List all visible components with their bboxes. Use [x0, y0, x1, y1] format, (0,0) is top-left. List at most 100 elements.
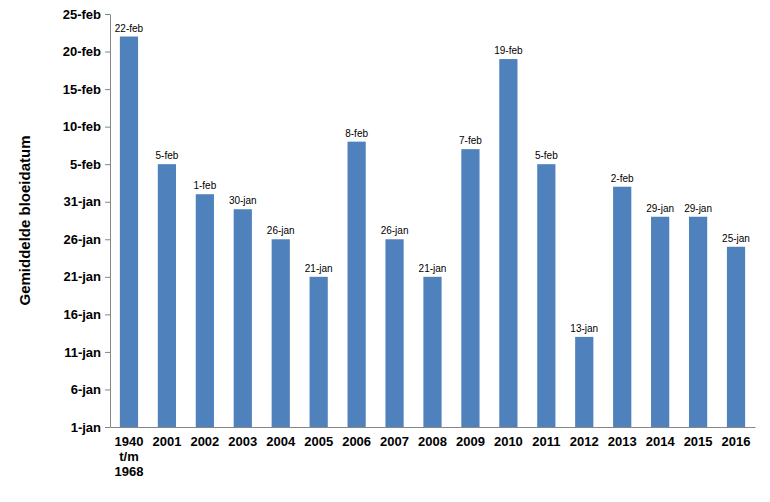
x-tick-label: 2011: [532, 434, 560, 449]
bar: [651, 217, 669, 427]
bar: [272, 239, 290, 427]
x-tick-label: 2005: [304, 434, 333, 449]
bar: [689, 217, 707, 427]
bar: [613, 187, 631, 427]
y-tick-mark: [105, 314, 110, 315]
y-tick-label: 1-jan: [71, 420, 101, 435]
y-tick-mark: [105, 164, 110, 165]
data-label: 29-jan: [684, 203, 712, 214]
y-tick-label: 6-jan: [71, 382, 101, 397]
x-tick: 1940t/m1968: [115, 427, 144, 479]
data-label: 26-jan: [267, 225, 295, 236]
data-label: 5-feb: [535, 150, 558, 161]
y-tick-mark: [105, 427, 110, 428]
x-tick: 2009: [456, 427, 485, 449]
x-tick-label: 2016: [722, 434, 751, 449]
y-tick-label: 5-feb: [70, 157, 101, 172]
chart: 1-jan 6-jan 11-jan 16-jan 21-jan 26-jan 31-jan…: [0, 0, 770, 502]
x-tick: 2004: [266, 427, 296, 449]
y-tick-label: 16-jan: [63, 307, 101, 322]
plot: 1-jan 6-jan 11-jan 16-jan 21-jan 26-jan 31-jan…: [63, 7, 756, 479]
x-axis-line: [111, 427, 756, 428]
y-tick-mark: [105, 202, 110, 203]
x-tick: 2003: [228, 427, 257, 449]
x-tick-label: 2014: [646, 434, 676, 449]
y-tick: 1-jan: [71, 420, 110, 435]
x-tick: 2001: [152, 427, 181, 449]
bar: [158, 164, 176, 427]
data-labels: 22-feb5-feb1-feb30-jan26-jan21-jan8-feb2…: [115, 23, 750, 334]
x-axis: 1940t/m1968 2001 2002 2003 2004 2005 2006 2007 2…: [111, 427, 756, 479]
y-tick: 16-jan: [63, 307, 110, 322]
x-tick: 2011: [532, 427, 560, 449]
data-label: 22-feb: [115, 23, 144, 34]
y-tick-label: 11-jan: [64, 345, 101, 360]
bar: [575, 337, 593, 427]
data-label: 5-feb: [156, 150, 179, 161]
y-tick-label: 20-feb: [63, 44, 101, 59]
y-axis-line: [110, 15, 111, 428]
x-tick: 2010: [494, 427, 523, 449]
y-tick-mark: [105, 239, 110, 240]
y-tick: 26-jan: [63, 232, 110, 247]
x-tick-label: 2004: [266, 434, 296, 449]
x-tick: 2014: [646, 427, 676, 449]
x-tick: 2007: [380, 427, 409, 449]
x-tick-label-line: 1940: [115, 434, 144, 449]
y-tick-mark: [105, 52, 110, 53]
x-tick-label: 2006: [342, 434, 371, 449]
bar: [120, 37, 138, 427]
y-tick-mark: [105, 352, 110, 353]
y-tick-mark: [105, 277, 110, 278]
bar: [348, 142, 366, 427]
x-tick-label: 2002: [190, 434, 219, 449]
x-tick: 2013: [608, 427, 637, 449]
y-tick: 20-feb: [63, 44, 110, 59]
x-tick-label: 2001: [152, 434, 181, 449]
bar: [499, 59, 517, 427]
x-tick-label: 1940t/m1968: [115, 434, 144, 479]
x-tick-label-line: 1968: [115, 464, 144, 479]
y-axis: 1-jan 6-jan 11-jan 16-jan 21-jan 26-jan 31-jan…: [63, 7, 111, 435]
x-tick: 2006: [342, 427, 371, 449]
bar: [537, 164, 555, 427]
bar: [385, 239, 403, 427]
data-label: 7-feb: [459, 135, 482, 146]
y-tick-label: 10-feb: [63, 119, 101, 134]
y-tick-label: 21-jan: [63, 269, 101, 284]
data-label: 8-feb: [345, 128, 368, 139]
y-tick-label: 15-feb: [63, 82, 101, 97]
y-tick-mark: [105, 389, 110, 390]
x-tick-label: 2012: [570, 434, 599, 449]
y-tick: 21-jan: [63, 269, 110, 284]
x-tick: 2002: [190, 427, 219, 449]
bar: [196, 194, 214, 427]
y-tick: 15-feb: [63, 82, 110, 97]
x-tick-label: 2015: [684, 434, 713, 449]
x-tick: 2016: [722, 427, 751, 449]
data-label: 13-jan: [570, 323, 598, 334]
bar: [727, 247, 745, 427]
y-tick: 31-jan: [63, 194, 110, 209]
y-tick-mark: [105, 127, 110, 128]
data-label: 2-feb: [611, 173, 634, 184]
x-tick-label-line: t/m: [119, 449, 138, 464]
y-tick-mark: [105, 14, 110, 15]
data-label: 21-jan: [305, 263, 333, 274]
x-tick: 2015: [684, 427, 713, 449]
x-tick-label: 2003: [228, 434, 257, 449]
y-tick-label: 26-jan: [63, 232, 101, 247]
x-tick-label: 2010: [494, 434, 523, 449]
x-tick: 2012: [570, 427, 599, 449]
y-tick: 11-jan: [64, 345, 110, 360]
bar: [461, 149, 479, 427]
x-tick-label: 2013: [608, 434, 637, 449]
data-label: 21-jan: [419, 263, 447, 274]
y-axis-title: Gemiddelde bloeidatum: [16, 135, 33, 305]
y-tick: 5-feb: [70, 157, 110, 172]
x-tick-label: 2008: [418, 434, 447, 449]
data-label: 30-jan: [229, 195, 257, 206]
bars: [120, 37, 745, 427]
x-tick: 2005: [304, 427, 333, 449]
x-tick-label: 2009: [456, 434, 485, 449]
